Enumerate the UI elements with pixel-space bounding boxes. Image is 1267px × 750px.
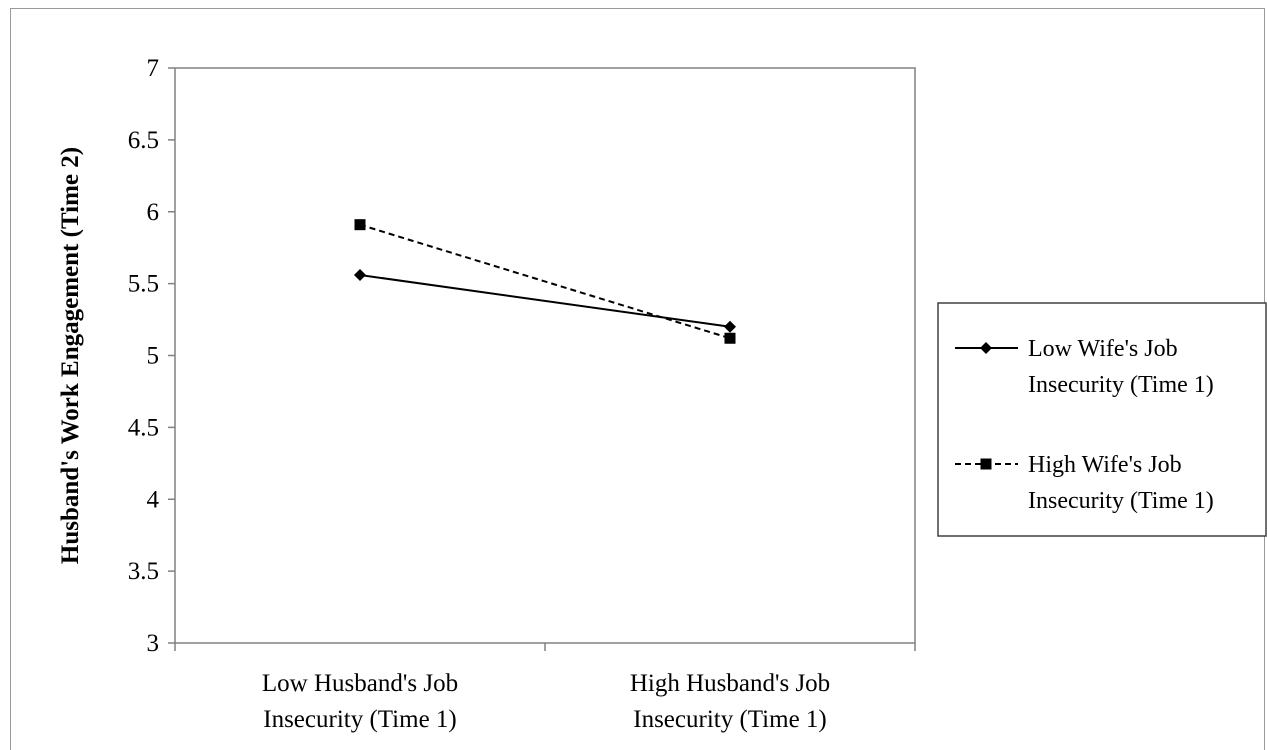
y-axis-label: Husband's Work Engagement (Time 2) (57, 147, 84, 564)
legend-label: Low Wife's Job (1028, 336, 1178, 362)
series-line-2 (359, 223, 731, 340)
y-tick-label: 5.5 (128, 271, 159, 298)
legend-marker-1 (980, 342, 992, 354)
series-1-point (354, 269, 366, 281)
legend-label: High Wife's Job (1028, 452, 1182, 478)
legend: Low Wife's Job Insecurity (Time 1) High Wi… (937, 302, 1267, 537)
series-2-point (724, 332, 736, 344)
x-axis-ticks: Low Husband's Job Insecurity (Time 1) High… (174, 643, 916, 733)
y-tick-label: 4.5 (128, 414, 159, 441)
y-axis-ticks: 3 3.5 4 4.5 5 5.5 6 6.5 7 (128, 55, 175, 657)
plot-area (174, 67, 916, 644)
x-category-label: Insecurity (Time 1) (633, 706, 827, 733)
y-tick-label: 5 (147, 343, 160, 370)
x-category-label: Insecurity (Time 1) (263, 706, 457, 733)
y-tick-label: 6.5 (128, 127, 159, 154)
legend-label: Insecurity (Time 1) (1028, 372, 1214, 398)
y-tick-label: 7 (147, 55, 160, 82)
y-tick-label: 6 (147, 199, 160, 226)
y-tick-label: 3.5 (128, 558, 159, 585)
series-2-point (354, 219, 366, 231)
y-tick-label: 4 (147, 486, 160, 513)
series-1-point (724, 320, 736, 333)
x-category-label: High Husband's Job (630, 670, 830, 697)
y-tick-label: 3 (147, 630, 160, 657)
x-category-label: Low Husband's Job (262, 670, 458, 697)
series-layer (354, 219, 736, 344)
series-line-1 (359, 274, 731, 328)
legend-box (937, 302, 1267, 537)
legend-marker-2 (980, 458, 992, 470)
legend-label: Insecurity (Time 1) (1028, 488, 1214, 514)
